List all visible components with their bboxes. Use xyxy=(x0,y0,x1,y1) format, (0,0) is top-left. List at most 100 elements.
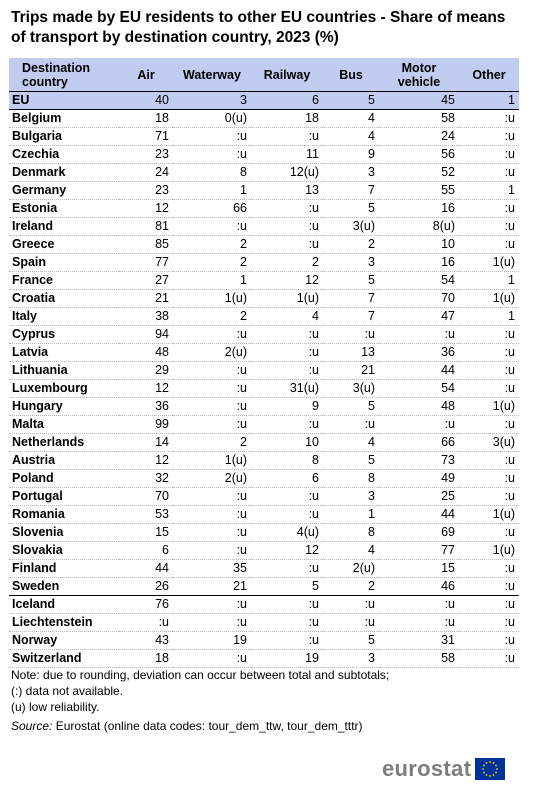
waterway-cell: 19 xyxy=(173,631,251,650)
motor-cell: 77 xyxy=(379,541,459,560)
column-header-air: Air xyxy=(119,58,173,92)
table-row: Latvia 48 2(u):u 13 36:u xyxy=(9,343,519,362)
air-cell: 12 xyxy=(119,451,173,470)
table-row: Slovenia 15:u 4(u) 8 69:u xyxy=(9,523,519,542)
bus-cell: 3(u) xyxy=(323,217,379,236)
other-cell: :u xyxy=(459,127,519,146)
motor-cell: 47 xyxy=(379,307,459,326)
data-table: Destination country Air Waterway Railway… xyxy=(9,58,519,668)
air-cell: 71 xyxy=(119,127,173,146)
waterway-cell: 8 xyxy=(173,163,251,182)
motor-cell: 66 xyxy=(379,433,459,452)
table-row: Belgium 18 0(u) 18 4 58:u xyxy=(9,109,519,128)
motor-cell: 48 xyxy=(379,397,459,416)
table-row: Denmark 24 8 12(u) 3 52:u xyxy=(9,163,519,182)
motor-cell: 25 xyxy=(379,487,459,506)
bus-cell: 3 xyxy=(323,649,379,668)
bus-cell: 2 xyxy=(323,577,379,596)
country-cell: Austria xyxy=(9,451,119,470)
source-label: Source: xyxy=(11,719,53,733)
railway-cell: :u xyxy=(251,559,323,578)
table-row: Portugal 70:u:u 3 25:u xyxy=(9,487,519,506)
flag-star xyxy=(489,775,492,777)
country-cell: Lithuania xyxy=(9,361,119,380)
railway-cell: :u xyxy=(251,199,323,218)
air-cell: 76 xyxy=(119,595,173,614)
air-cell: 44 xyxy=(119,559,173,578)
waterway-cell: 2(u) xyxy=(173,469,251,488)
bus-cell: 13 xyxy=(323,343,379,362)
air-cell: 70 xyxy=(119,487,173,506)
bus-cell: 1 xyxy=(323,505,379,524)
air-cell: 21 xyxy=(119,289,173,308)
other-cell: 1(u) xyxy=(459,253,519,272)
bus-cell: 3 xyxy=(323,163,379,182)
other-cell: :u xyxy=(459,523,519,542)
motor-cell: 49 xyxy=(379,469,459,488)
waterway-cell: 1 xyxy=(173,181,251,200)
air-cell: 15 xyxy=(119,523,173,542)
waterway-cell: :u xyxy=(173,397,251,416)
flag-star xyxy=(485,774,488,776)
motor-cell: 58 xyxy=(379,649,459,668)
motor-cell: 15 xyxy=(379,559,459,578)
country-cell: Sweden xyxy=(9,577,119,596)
railway-cell: 10 xyxy=(251,433,323,452)
bus-cell: 5 xyxy=(323,631,379,650)
air-cell: 29 xyxy=(119,361,173,380)
other-cell: :u xyxy=(459,163,519,182)
other-cell: :u xyxy=(459,631,519,650)
table-row: Iceland 76:u:u:u:u:u xyxy=(9,595,519,614)
waterway-cell: 21 xyxy=(173,577,251,596)
table-header-row: Destination country Air Waterway Railway… xyxy=(9,58,519,92)
country-cell: Poland xyxy=(9,469,119,488)
bus-cell: :u xyxy=(323,595,379,614)
air-cell: 12 xyxy=(119,199,173,218)
table-row: Greece 85 2:u 2 10:u xyxy=(9,235,519,254)
waterway-cell: :u xyxy=(173,145,251,164)
bus-cell: 8 xyxy=(323,469,379,488)
table-row: Luxembourg 12:u 31(u) 3(u) 54:u xyxy=(9,379,519,398)
motor-cell: 46 xyxy=(379,577,459,596)
waterway-cell: :u xyxy=(173,361,251,380)
air-cell: 94 xyxy=(119,325,173,344)
motor-cell: 56 xyxy=(379,145,459,164)
table-row: Norway 43 19:u 5 31:u xyxy=(9,631,519,650)
waterway-cell: :u xyxy=(173,415,251,434)
air-cell: 40 xyxy=(119,91,173,110)
table-row: Romania 53:u:u 1 44 1(u) xyxy=(9,505,519,524)
waterway-cell: 0(u) xyxy=(173,109,251,128)
other-cell: :u xyxy=(459,469,519,488)
country-cell: Netherlands xyxy=(9,433,119,452)
railway-cell: 18 xyxy=(251,109,323,128)
country-cell: Czechia xyxy=(9,145,119,164)
bus-cell: 2 xyxy=(323,235,379,254)
motor-cell: 54 xyxy=(379,379,459,398)
note-low-reliability: (u) low reliability. xyxy=(11,700,100,714)
table-row: France 27 1 12 5 54 1 xyxy=(9,271,519,290)
waterway-cell: 2 xyxy=(173,253,251,272)
table-row-eu: EU 40 3 6 5 45 1 xyxy=(9,91,519,110)
other-cell: :u xyxy=(459,451,519,470)
railway-cell: 12 xyxy=(251,541,323,560)
column-header-bus: Bus xyxy=(323,58,379,92)
railway-cell: 19 xyxy=(251,649,323,668)
table-row: Czechia 23:u 11 9 56:u xyxy=(9,145,519,164)
table-row: Croatia 21 1(u) 1(u) 7 70 1(u) xyxy=(9,289,519,308)
railway-cell: 6 xyxy=(251,91,323,110)
railway-cell: :u xyxy=(251,631,323,650)
country-cell: Slovakia xyxy=(9,541,119,560)
other-cell: :u xyxy=(459,595,519,614)
other-cell: 1 xyxy=(459,91,519,110)
railway-cell: 13 xyxy=(251,181,323,200)
column-header-waterway: Waterway xyxy=(173,58,251,92)
air-cell: 14 xyxy=(119,433,173,452)
country-cell: Norway xyxy=(9,631,119,650)
country-cell: Malta xyxy=(9,415,119,434)
motor-cell: 73 xyxy=(379,451,459,470)
waterway-cell: 2(u) xyxy=(173,343,251,362)
railway-cell: 9 xyxy=(251,397,323,416)
other-cell: 3(u) xyxy=(459,433,519,452)
railway-cell: 2 xyxy=(251,253,323,272)
motor-cell: :u xyxy=(379,595,459,614)
